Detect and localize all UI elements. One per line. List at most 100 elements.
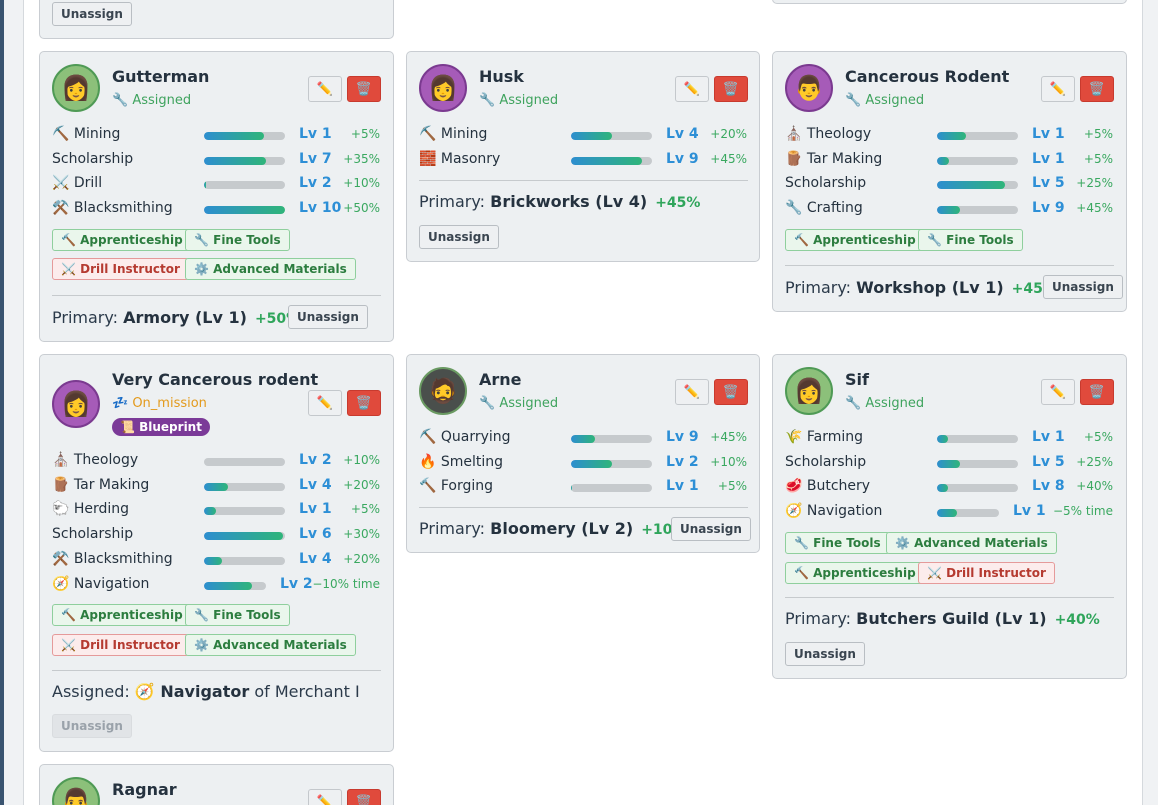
skill-progress-bar xyxy=(937,132,1018,140)
avatar: 👨 xyxy=(52,777,100,805)
skill-name: 🔥 Smelting xyxy=(419,453,504,470)
skill-bonus: +30% xyxy=(343,527,380,542)
skill-bonus: +25% xyxy=(1076,176,1113,191)
skill-progress-fill xyxy=(937,508,958,517)
skill-progress-bar xyxy=(204,132,285,140)
skill-bonus: +20% xyxy=(710,127,747,141)
skill-bonus: +45% xyxy=(710,430,747,444)
skill-level: Lv 4 xyxy=(299,550,332,567)
skill-progress-bar xyxy=(204,206,285,215)
divider xyxy=(785,265,1114,266)
skill-bonus: +10% xyxy=(710,454,747,469)
skill-level: Lv 5 xyxy=(1032,453,1065,470)
edit-button[interactable]: ✏️ xyxy=(308,76,342,102)
divider xyxy=(52,295,381,296)
delete-button[interactable]: 🗑️ xyxy=(347,76,381,102)
skill-progress-bar xyxy=(937,181,1018,190)
skill-progress-bar xyxy=(204,181,285,190)
unassign-button[interactable]: Unassign xyxy=(785,642,865,666)
skill-row: ⛏️ Mining Lv 1 +5% xyxy=(52,126,383,146)
skill-row: ⛪ Theology Lv 1 +5% xyxy=(785,126,1116,146)
unassign-button[interactable]: Unassign xyxy=(1043,275,1123,299)
unassign-button[interactable]: Unassign xyxy=(419,225,499,249)
skill-name: 🪵 Tar Making xyxy=(785,150,883,167)
skill-row: 🧭 Navigation Lv 2 −10% time xyxy=(52,576,383,596)
skill-level: Lv 9 xyxy=(666,429,699,445)
delete-button[interactable]: 🗑️ xyxy=(714,379,748,405)
skill-progress-fill xyxy=(937,156,950,165)
skill-level: Lv 1 xyxy=(1013,502,1046,519)
skill-bonus: +35% xyxy=(343,151,380,166)
delete-button[interactable]: 🗑️ xyxy=(1080,76,1114,102)
skill-row: ⛏️ Mining Lv 4 +20% xyxy=(419,126,750,146)
worker-card-arne: 🧔 Arne 🔧 Assigned ✏️ 🗑️ Primary: Bloomer… xyxy=(406,354,760,553)
skill-level: Lv 4 xyxy=(299,476,332,493)
primary-building: Primary: Butchers Guild (Lv 1) +40% xyxy=(785,609,1100,628)
delete-button[interactable]: 🗑️ xyxy=(1080,379,1114,405)
edit-button[interactable]: ✏️ xyxy=(1041,379,1075,405)
edit-button[interactable]: ✏️ xyxy=(308,789,342,805)
divider xyxy=(419,180,748,181)
avatar: 👩 xyxy=(419,64,467,112)
edit-button[interactable]: ✏️ xyxy=(675,76,709,102)
skill-row: Scholarship Lv 5 +25% xyxy=(785,454,1116,474)
skill-name: ⛪ Theology xyxy=(52,452,139,468)
delete-button[interactable]: 🗑️ xyxy=(347,789,381,805)
unassign-button[interactable]: Unassign xyxy=(52,714,132,738)
skill-progress-fill xyxy=(204,206,285,215)
skill-progress-bar xyxy=(937,459,1018,468)
edit-button[interactable]: ✏️ xyxy=(675,379,709,405)
perk-tag: ⚙️ Advanced Materials xyxy=(886,532,1057,554)
skill-progress-fill xyxy=(204,482,229,491)
unassign-button[interactable]: Unassign xyxy=(52,2,132,26)
skill-progress-fill xyxy=(204,532,284,541)
edit-button[interactable]: ✏️ xyxy=(308,390,342,416)
skill-progress-bar xyxy=(204,581,266,590)
skill-name: 🪵 Tar Making xyxy=(52,476,150,493)
perk-tag: ⚙️ Advanced Materials xyxy=(185,634,356,656)
skill-bonus: +5% xyxy=(1083,430,1113,444)
skill-progress-fill xyxy=(571,156,643,165)
skill-progress-fill xyxy=(571,459,612,468)
skill-row: 🐑 Herding Lv 1 +5% xyxy=(52,501,383,521)
unassign-button[interactable]: Unassign xyxy=(288,305,368,329)
skill-row: 🌾 Farming Lv 1 +5% xyxy=(785,429,1116,449)
skill-progress-bar xyxy=(937,435,1018,443)
skill-bonus: −10% time xyxy=(312,576,380,591)
perk-tag: 🔨 Apprenticeship xyxy=(785,562,925,584)
skill-level: Lv 1 xyxy=(1032,126,1065,142)
skill-name: ⚒️ Blacksmithing xyxy=(52,550,173,567)
skill-level: Lv 7 xyxy=(299,150,332,167)
divider xyxy=(419,507,748,508)
skill-progress-bar xyxy=(571,156,652,165)
skill-name: Scholarship xyxy=(52,526,134,543)
edit-button[interactable]: ✏️ xyxy=(1041,76,1075,102)
skill-progress-bar xyxy=(204,532,285,541)
divider xyxy=(52,670,381,671)
worker-name: Husk xyxy=(479,67,524,86)
perk-tag: ⚙️ Advanced Materials xyxy=(185,258,356,280)
skill-progress-bar xyxy=(937,508,999,517)
skill-row: 🪵 Tar Making Lv 1 +5% xyxy=(785,151,1116,171)
skill-row: 🔨 Forging Lv 1 +5% xyxy=(419,478,750,498)
worker-card-cancerous-rodent: 👨 Cancerous Rodent 🔧 Assigned ✏️ 🗑️ 🔨 Ap… xyxy=(772,51,1127,312)
primary-building: Primary: Brickworks (Lv 4) +45% xyxy=(419,192,701,211)
delete-button[interactable]: 🗑️ xyxy=(714,76,748,102)
skill-level: Lv 10 xyxy=(299,200,342,217)
worker-name: Gutterman xyxy=(112,67,210,86)
skill-row: ⚒️ Blacksmithing Lv 10 +50% xyxy=(52,200,383,220)
perk-tag: ⚔️ Drill Instructor xyxy=(918,562,1055,584)
skill-name: 🌾 Farming xyxy=(785,429,864,445)
primary-building: Primary: Bloomery (Lv 2) +10% xyxy=(419,519,687,538)
skill-name: 🔨 Forging xyxy=(419,478,494,494)
perk-tag: 🔨 Apprenticeship xyxy=(52,604,192,626)
skill-bonus: +5% xyxy=(350,502,380,517)
unassign-button[interactable]: Unassign xyxy=(671,517,751,541)
delete-button[interactable]: 🗑️ xyxy=(347,390,381,416)
perk-tag: ⚔️ Drill Instructor xyxy=(52,258,189,280)
skill-row: ⚔️ Drill Lv 2 +10% xyxy=(52,175,383,195)
skill-name: ⛏️ Mining xyxy=(419,126,488,142)
skill-level: Lv 9 xyxy=(1032,200,1065,217)
skill-name: Scholarship xyxy=(785,453,867,470)
blueprint-badge: 📜 Blueprint xyxy=(112,418,210,436)
